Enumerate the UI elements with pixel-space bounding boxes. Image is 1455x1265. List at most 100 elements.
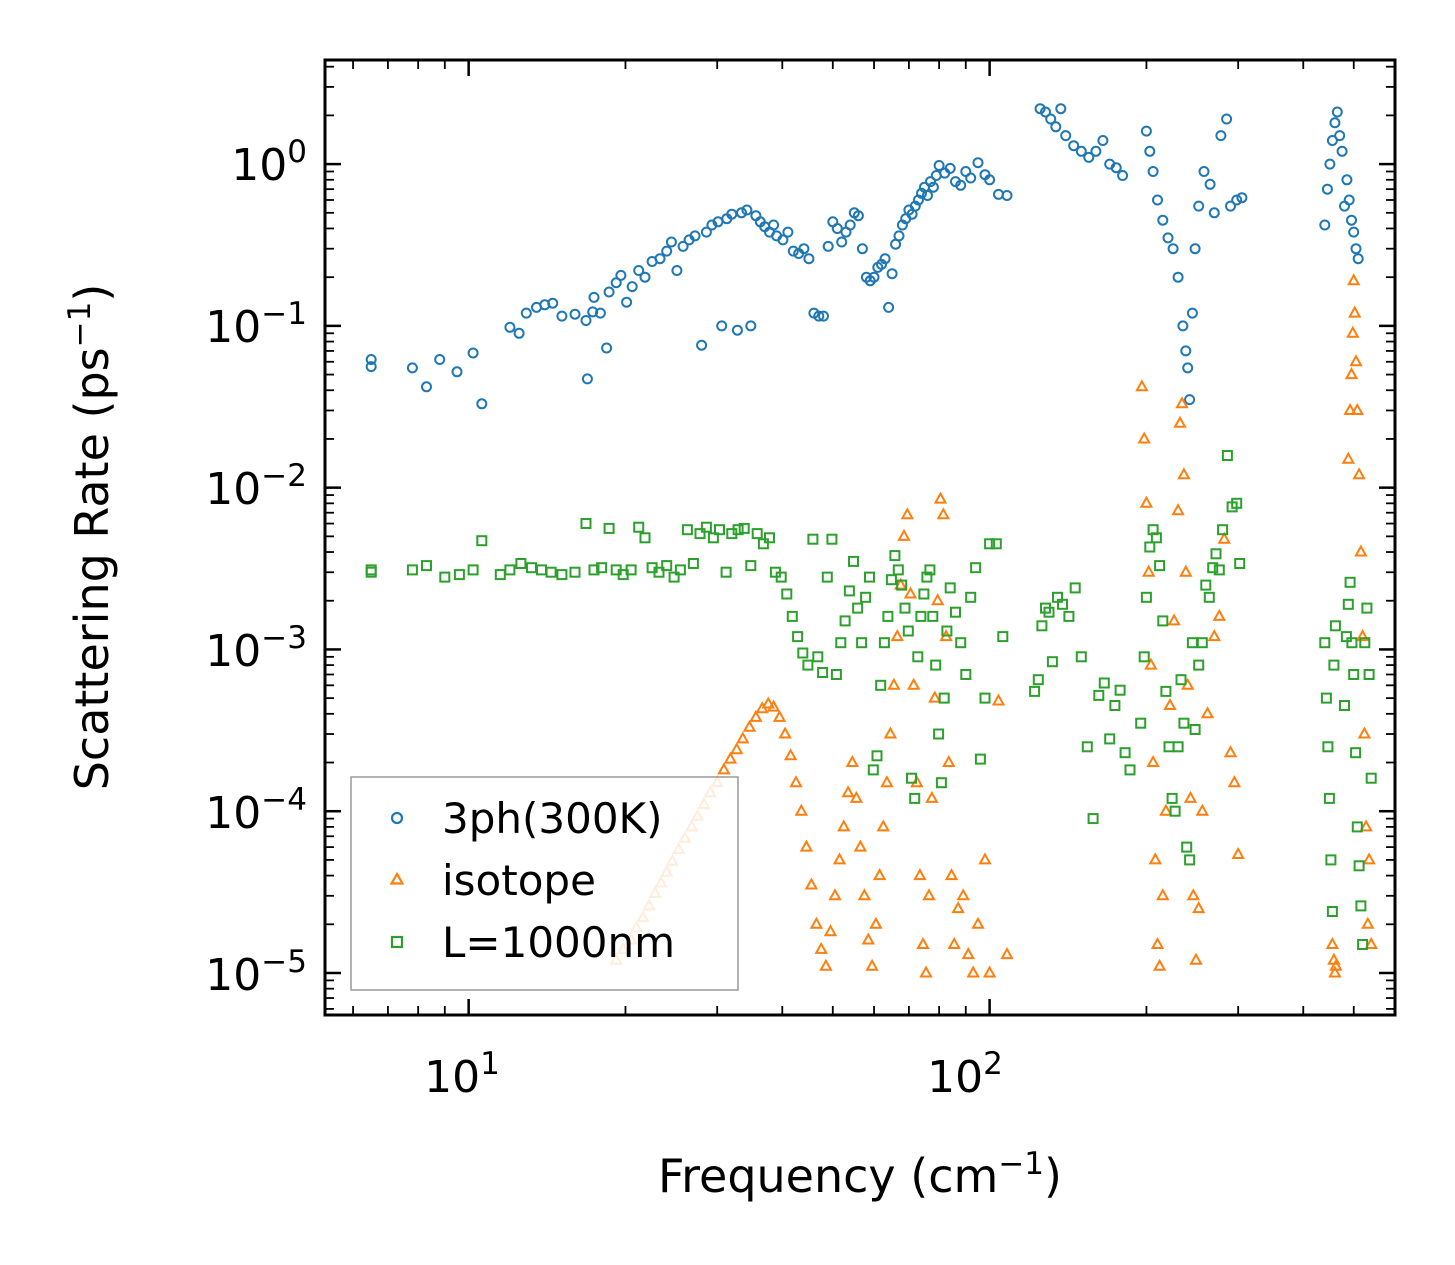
point-isotope: [922, 888, 936, 901]
point-isotope: [828, 888, 842, 901]
point-3ph: [689, 230, 701, 242]
point-l1000nm: [864, 571, 875, 583]
point-isotope: [823, 924, 838, 937]
point-isotope: [804, 877, 819, 890]
point-l1000nm: [738, 522, 750, 534]
point-isotope: [933, 491, 948, 504]
point-isotope: [1212, 608, 1226, 621]
point-isotope: [861, 932, 875, 945]
point-l1000nm: [885, 574, 897, 586]
point-isotope: [742, 719, 757, 732]
point-l1000nm: [1114, 684, 1126, 696]
point-3ph: [1321, 183, 1333, 195]
point-l1000nm: [1087, 813, 1099, 825]
point-isotope: [832, 852, 847, 865]
point-3ph: [587, 306, 599, 318]
legend-marker-3ph: [390, 811, 404, 825]
point-3ph: [1050, 121, 1062, 133]
point-isotope: [783, 748, 798, 761]
point-3ph: [736, 207, 747, 219]
point-3ph: [1225, 200, 1236, 212]
point-isotope: [717, 762, 731, 775]
point-l1000nm: [1109, 700, 1121, 711]
point-isotope: [1200, 706, 1215, 719]
point-3ph: [601, 342, 613, 354]
point-3ph: [777, 234, 789, 246]
point-l1000nm: [504, 564, 516, 576]
point-3ph: [639, 271, 651, 283]
point-l1000nm: [687, 558, 699, 569]
point-isotope: [880, 775, 894, 788]
point-l1000nm: [1221, 450, 1233, 461]
point-3ph: [909, 200, 921, 212]
point-l1000nm: [921, 571, 933, 583]
point-3ph: [822, 240, 834, 252]
point-l1000nm: [835, 637, 847, 649]
point-3ph: [696, 339, 708, 351]
point-3ph: [803, 253, 815, 265]
point-l1000nm: [960, 669, 972, 680]
point-3ph: [547, 297, 559, 309]
point-l1000nm: [476, 535, 488, 547]
point-3ph: [594, 307, 606, 319]
point-3ph: [886, 268, 898, 280]
point-3ph: [1180, 345, 1192, 357]
point-isotope: [942, 754, 956, 767]
point-3ph: [700, 226, 712, 238]
point-isotope: [1137, 431, 1151, 444]
point-l1000nm: [1138, 651, 1150, 663]
point-l1000nm: [1043, 606, 1055, 618]
point-isotope: [936, 507, 950, 520]
point-isotope: [982, 965, 997, 978]
point-3ph: [1208, 207, 1220, 219]
legend-label-3ph: 3ph(300K): [442, 794, 662, 843]
point-l1000nm: [938, 692, 950, 704]
point-l1000nm: [997, 631, 1009, 643]
point-isotope: [872, 868, 887, 881]
y-tick-label-1e-1: 10−1: [205, 296, 307, 353]
point-l1000nm: [1098, 677, 1110, 689]
point-l1000nm: [681, 524, 693, 536]
point-isotope: [1355, 629, 1370, 642]
point-isotope: [1362, 852, 1376, 865]
point-3ph: [831, 223, 843, 234]
point-l1000nm: [974, 753, 986, 765]
point-isotope: [1192, 901, 1206, 914]
point-3ph: [1346, 214, 1357, 226]
point-isotope: [944, 868, 959, 881]
point-l1000nm: [1157, 615, 1169, 627]
legend-label-isotope: isotope: [442, 856, 596, 905]
point-l1000nm: [781, 588, 793, 600]
point-l1000nm: [860, 591, 872, 603]
point-l1000nm: [856, 637, 868, 649]
point-isotope: [907, 677, 921, 690]
point-l1000nm: [1322, 741, 1334, 753]
point-l1000nm: [906, 772, 917, 784]
point-l1000nm: [930, 659, 942, 671]
point-3ph: [955, 179, 967, 191]
point-l1000nm: [633, 521, 645, 533]
point-3ph: [741, 204, 753, 216]
point-l1000nm: [406, 564, 418, 576]
point-l1000nm: [653, 566, 665, 578]
point-3ph: [1045, 113, 1057, 125]
point-l1000nm: [944, 582, 956, 594]
point-3ph: [1140, 125, 1152, 137]
point-isotope: [947, 936, 961, 949]
point-isotope: [1135, 379, 1149, 392]
point-isotope: [814, 941, 828, 954]
point-l1000nm: [797, 647, 809, 659]
point-isotope: [736, 731, 750, 744]
point-3ph: [1040, 106, 1051, 118]
plot-frame: [323, 58, 1397, 1017]
point-l1000nm: [536, 564, 547, 576]
point-l1000nm: [912, 651, 924, 663]
point-l1000nm: [899, 602, 911, 614]
point-3ph: [1324, 158, 1336, 170]
point-3ph: [513, 327, 525, 339]
point-l1000nm: [661, 560, 673, 572]
point-l1000nm: [1350, 747, 1362, 759]
point-3ph: [504, 321, 516, 333]
point-3ph: [1326, 135, 1338, 146]
point-3ph: [868, 271, 880, 283]
